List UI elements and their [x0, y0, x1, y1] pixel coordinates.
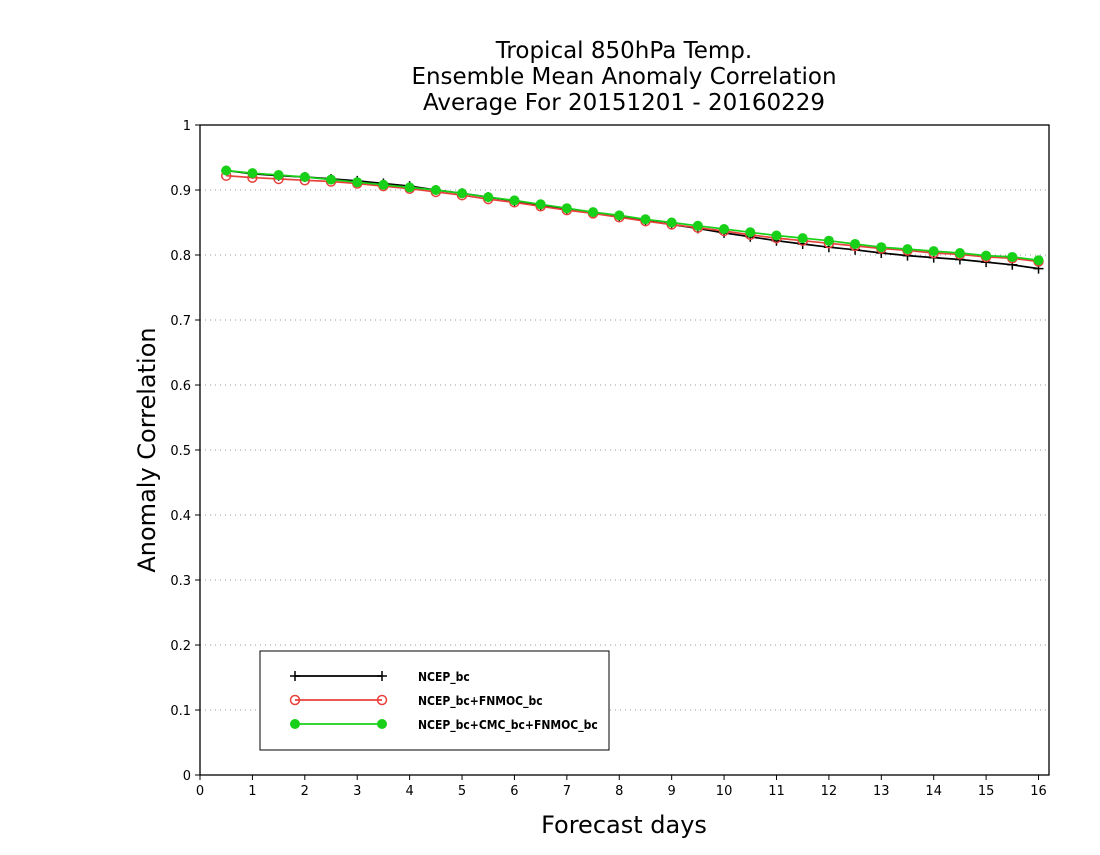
y-axis-title: Anomaly Correlation [133, 327, 161, 572]
data-point [1007, 251, 1018, 262]
y-tick-label: 0.2 [170, 639, 191, 654]
legend-marker-start [289, 694, 301, 706]
x-tick-label: 8 [615, 784, 623, 799]
series-line [226, 169, 1039, 262]
x-tick-label: 0 [196, 784, 204, 799]
x-tick-label: 15 [978, 784, 995, 799]
x-tick-label: 13 [873, 784, 890, 799]
legend-label: NCEP_bc+CMC_bc+FNMOC_bc [418, 718, 598, 733]
legend-entry-2: NCEP_bc+FNMOC_bc [289, 694, 543, 709]
legend: NCEP_bc NCEP_bc+FNMOC_bc NCEP_bc+CMC_bc+FN… [259, 650, 610, 751]
data-point [666, 217, 677, 228]
series-layer [220, 165, 1044, 274]
x-tick-label: 7 [563, 784, 571, 799]
legend-entries: NCEP_bc NCEP_bc+FNMOC_bc NCEP_bc+CMC_bc+FN… [289, 670, 598, 733]
data-point [902, 244, 913, 255]
x-axis-title: Forecast days [541, 811, 707, 839]
y-tick-label: 0.5 [170, 444, 191, 459]
x-tick-label: 5 [458, 784, 466, 799]
series-2 [220, 170, 1044, 267]
y-tick-label: 0.9 [170, 184, 191, 199]
x-tick-label: 4 [405, 784, 413, 799]
data-point [483, 192, 494, 203]
series-3 [221, 165, 1044, 266]
data-point [954, 248, 965, 259]
legend-label: NCEP_bc [418, 670, 470, 685]
y-tick-label: 1 [183, 119, 191, 134]
data-point [299, 172, 310, 182]
legend-marker-end [377, 671, 387, 681]
x-tick-label: 14 [925, 784, 942, 799]
x-tick-label: 1 [248, 784, 256, 799]
data-point [509, 195, 520, 206]
y-tick-label: 0.4 [170, 509, 191, 524]
x-tick-label: 12 [821, 784, 838, 799]
x-tick-label: 10 [716, 784, 733, 799]
data-point [1033, 255, 1044, 266]
data-point [640, 214, 651, 225]
legend-marker-start [290, 671, 300, 681]
data-point [352, 177, 363, 188]
grid-lines [200, 189, 1049, 711]
legend-entry-1: NCEP_bc [290, 670, 470, 685]
x-axis-ticks: 0 1 2 3 4 5 6 7 8 9 10 11 12 13 14 15 16 [196, 775, 1047, 799]
data-point [273, 170, 284, 181]
legend-marker-end [376, 694, 388, 706]
legend-marker-start [290, 719, 300, 729]
y-tick-label: 0.3 [170, 574, 191, 589]
y-tick-label: 0.6 [170, 379, 191, 394]
data-point [535, 199, 546, 210]
y-tick-label: 0.8 [170, 249, 191, 264]
data-point [797, 233, 808, 244]
data-point [850, 238, 861, 249]
data-point [692, 220, 703, 231]
legend-marker-end [377, 719, 387, 729]
data-point [430, 185, 441, 195]
data-point [561, 203, 572, 214]
title-line-1: Tropical 850hPa Temp. [495, 38, 752, 64]
data-point [221, 165, 232, 176]
legend-label: NCEP_bc+FNMOC_bc [418, 694, 543, 709]
data-point [457, 188, 468, 199]
data-point [378, 179, 389, 190]
x-tick-label: 9 [668, 784, 676, 799]
data-point [404, 182, 415, 193]
data-point [771, 230, 782, 241]
y-tick-label: 0 [183, 769, 191, 784]
data-point [823, 235, 834, 246]
title-line-3: Average For 20151201 - 20160229 [423, 90, 825, 116]
data-point [928, 246, 939, 257]
title-line-2: Ensemble Mean Anomaly Correlation [411, 64, 836, 90]
y-axis-ticks: 0 0.1 0.2 0.3 0.4 0.5 0.6 0.7 0.8 0.9 1 [170, 119, 200, 784]
chart-title: Tropical 850hPa Temp. Ensemble Mean Anom… [411, 38, 836, 116]
data-point [588, 207, 599, 218]
data-point [326, 174, 337, 185]
data-point [981, 250, 992, 261]
y-tick-label: 0.1 [170, 704, 191, 719]
x-tick-label: 2 [301, 784, 309, 799]
series-line [226, 174, 1039, 263]
data-point [247, 168, 258, 179]
legend-entry-3: NCEP_bc+CMC_bc+FNMOC_bc [290, 718, 598, 733]
data-point [876, 242, 887, 253]
x-tick-label: 11 [768, 784, 785, 799]
data-point [719, 224, 730, 234]
y-tick-label: 0.7 [170, 314, 191, 329]
x-tick-label: 3 [353, 784, 361, 799]
x-tick-label: 6 [510, 784, 518, 799]
x-tick-label: 16 [1030, 784, 1047, 799]
data-point [745, 227, 756, 238]
data-point [614, 210, 625, 221]
